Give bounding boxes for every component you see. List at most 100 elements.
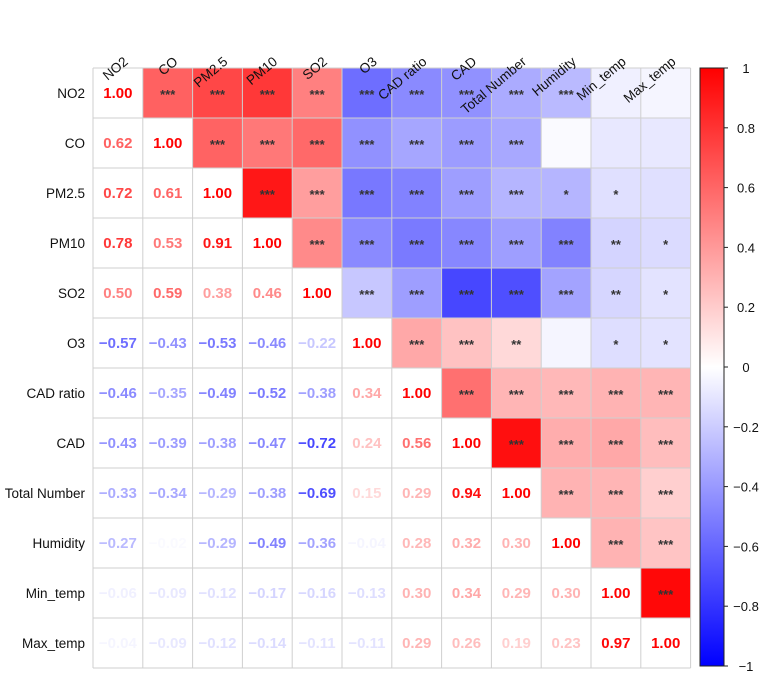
correlation-value: 1.00 xyxy=(452,435,481,452)
heatmap-cell xyxy=(342,318,392,368)
significance-marker: *** xyxy=(608,387,624,402)
correlation-value: −0.22 xyxy=(298,335,336,352)
heatmap-cell xyxy=(591,418,641,468)
correlation-value: 1.00 xyxy=(153,135,182,152)
significance-marker: *** xyxy=(509,187,525,202)
heatmap-cell xyxy=(93,318,143,368)
significance-marker: *** xyxy=(559,387,575,402)
significance-marker: *** xyxy=(409,237,425,252)
correlation-value: 0.30 xyxy=(402,585,431,602)
heatmap-cell xyxy=(491,418,542,468)
significance-marker: *** xyxy=(559,437,575,452)
correlation-value: −0.29 xyxy=(199,535,237,552)
heatmap-cell xyxy=(93,518,143,568)
correlation-value: 0.94 xyxy=(452,485,482,502)
correlation-value: −0.43 xyxy=(99,435,137,452)
heatmap-cell xyxy=(391,518,442,568)
significance-marker: *** xyxy=(459,387,475,402)
significance-marker: *** xyxy=(359,237,375,252)
heatmap-cell xyxy=(192,118,243,168)
correlation-value: 0.61 xyxy=(153,185,182,202)
row-label: SO2 xyxy=(58,286,85,301)
heatmap-cell xyxy=(391,118,442,168)
heatmap-cell xyxy=(142,618,193,668)
heatmap-cell xyxy=(640,568,691,618)
significance-marker: * xyxy=(613,337,619,352)
heatmap-cell xyxy=(541,268,591,318)
heatmap-cell xyxy=(491,468,542,518)
heatmap-cell xyxy=(242,118,293,168)
heatmap-cell xyxy=(441,568,492,618)
heatmap-cell xyxy=(491,568,542,618)
heatmap-cell xyxy=(591,518,641,568)
correlation-value: −0.02 xyxy=(149,535,187,552)
heatmap-cell xyxy=(441,168,492,218)
heatmap-cell xyxy=(441,268,492,318)
correlation-value: −0.14 xyxy=(248,635,287,652)
correlation-value: −0.29 xyxy=(199,485,237,502)
row-label: NO2 xyxy=(57,86,85,101)
correlation-value: −0.53 xyxy=(199,335,237,352)
heatmap-cell xyxy=(541,568,591,618)
heatmap-cell xyxy=(142,218,193,268)
heatmap-cell xyxy=(391,418,442,468)
correlation-value: −0.11 xyxy=(299,635,336,652)
heatmap-cell xyxy=(640,518,691,568)
colorbar-tick-label: 0 xyxy=(742,360,749,375)
correlation-value: −0.04 xyxy=(99,635,138,652)
colorbar-tick-label: 0.6 xyxy=(737,181,755,196)
correlation-value: 0.53 xyxy=(153,235,182,252)
correlation-value: −0.09 xyxy=(149,635,187,652)
heatmap-cell xyxy=(242,218,293,268)
correlation-value: 1.00 xyxy=(502,485,531,502)
significance-marker: *** xyxy=(509,387,525,402)
heatmap-cell xyxy=(93,618,143,668)
significance-marker: *** xyxy=(509,437,525,452)
significance-marker: * xyxy=(663,337,669,352)
significance-marker: *** xyxy=(310,87,326,102)
heatmap-cell xyxy=(242,518,293,568)
correlation-value: 1.00 xyxy=(103,85,132,102)
heatmap-cell xyxy=(292,518,342,568)
heatmap-cell xyxy=(491,168,542,218)
correlation-value: 0.15 xyxy=(352,485,381,502)
heatmap-cell xyxy=(491,218,542,268)
row-label: Humidity xyxy=(32,536,85,551)
correlation-value: 1.00 xyxy=(601,585,630,602)
heatmap-cell xyxy=(441,518,492,568)
correlation-value: 0.38 xyxy=(203,285,232,302)
colorbar-tick-label: −1 xyxy=(739,659,754,674)
significance-marker: *** xyxy=(409,287,425,302)
heatmap-cell xyxy=(342,218,392,268)
heatmap-cell xyxy=(591,268,641,318)
heatmap-cell xyxy=(591,368,641,418)
heatmap-cell xyxy=(242,318,293,368)
correlation-value: −0.46 xyxy=(248,335,286,352)
heatmap-cell xyxy=(640,468,691,518)
correlation-value: −0.49 xyxy=(248,535,286,552)
heatmap-cell xyxy=(242,368,293,418)
correlation-value: 0.50 xyxy=(103,285,132,302)
correlation-value: −0.11 xyxy=(348,635,385,652)
correlation-value: 0.34 xyxy=(452,585,482,602)
heatmap-cell xyxy=(441,318,492,368)
heatmap-cell xyxy=(242,268,293,318)
heatmap-cell xyxy=(342,568,392,618)
heatmap-cell xyxy=(541,418,591,468)
heatmap-cell xyxy=(93,268,143,318)
correlation-value: 0.62 xyxy=(103,135,132,152)
significance-marker: *** xyxy=(459,187,475,202)
heatmap-cell xyxy=(541,618,591,668)
row-label: Max_temp xyxy=(22,636,85,651)
heatmap-cell xyxy=(192,618,243,668)
heatmap-cell xyxy=(93,418,143,468)
significance-marker: *** xyxy=(359,187,375,202)
correlation-value: −0.38 xyxy=(199,435,237,452)
colorbar-tick-label: −0.4 xyxy=(733,480,759,495)
colorbar-tick-label: −0.6 xyxy=(733,539,759,554)
heatmap-cell xyxy=(142,368,193,418)
correlation-value: −0.36 xyxy=(298,535,336,552)
heatmap-cell xyxy=(541,118,591,168)
heatmap-cell xyxy=(342,468,392,518)
